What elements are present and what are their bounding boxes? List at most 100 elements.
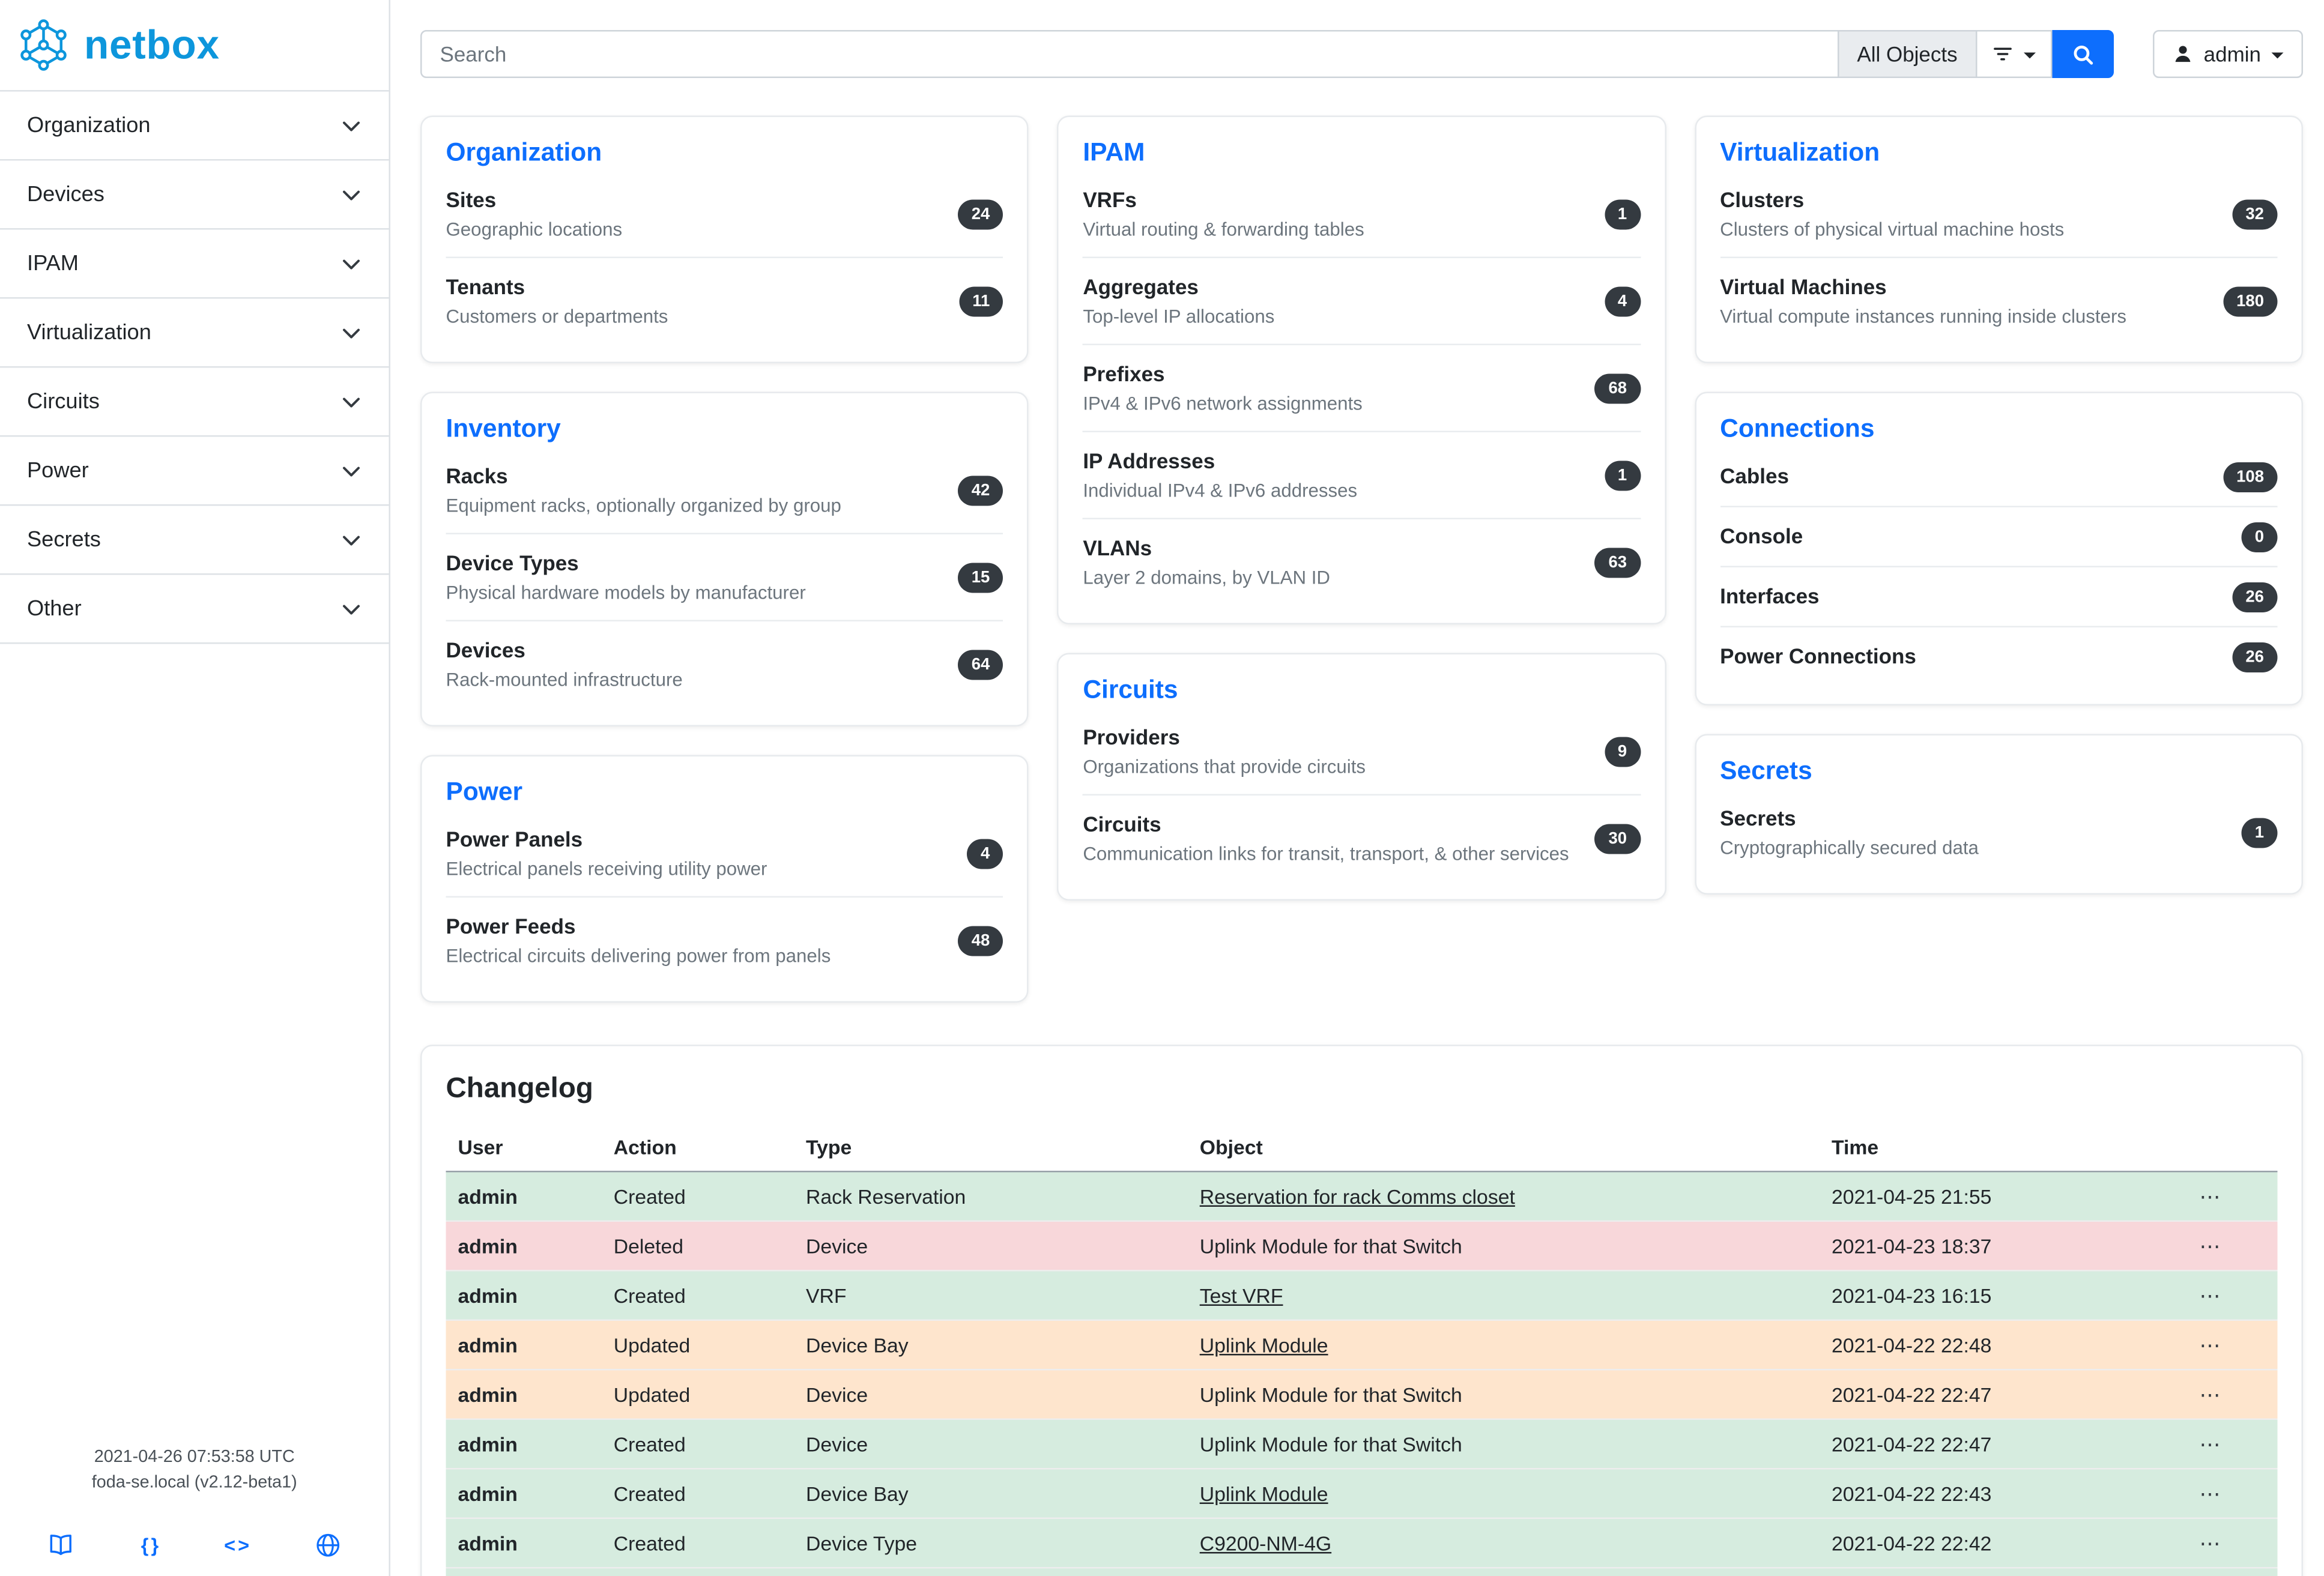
sidebar-item-power[interactable]: Power — [0, 437, 389, 506]
card-item-link[interactable]: Circuits — [1083, 812, 1161, 836]
card-item-link[interactable]: Clusters — [1720, 188, 1804, 212]
card-item: Secrets Cryptographically secured data 1 — [1720, 790, 2277, 875]
card-item-link[interactable]: Aggregates — [1083, 275, 1199, 299]
changelog-row-actions[interactable]: ⋯ — [2167, 1270, 2277, 1320]
count-badge[interactable]: 26 — [2232, 582, 2278, 612]
sidebar-item-label: IPAM — [27, 252, 79, 276]
count-badge[interactable]: 48 — [958, 925, 1003, 955]
sidebar-item-virtualization[interactable]: Virtualization — [0, 299, 389, 368]
changelog-object-link[interactable]: Test VRF — [1200, 1284, 1283, 1307]
object-type-button[interactable]: All Objects — [1839, 30, 1977, 78]
count-badge[interactable]: 30 — [1595, 823, 1641, 853]
sidebar-item-label: Devices — [27, 183, 104, 207]
card-item: Prefixes IPv4 & IPv6 network assignments… — [1083, 344, 1640, 431]
server-timestamp: 2021-04-26 07:53:58 UTC — [0, 1445, 389, 1470]
changelog-row-actions[interactable]: ⋯ — [2167, 1320, 2277, 1370]
changelog-column-object: Object — [1188, 1125, 1820, 1172]
changelog-row-actions[interactable]: ⋯ — [2167, 1221, 2277, 1271]
card-item-link[interactable]: Secrets — [1720, 806, 1796, 830]
user-menu-button[interactable]: admin — [2153, 30, 2303, 78]
search-submit-button[interactable] — [2052, 30, 2114, 78]
changelog-row-actions[interactable]: ⋯ — [2167, 1369, 2277, 1419]
count-badge[interactable]: 9 — [1604, 736, 1640, 766]
count-badge[interactable]: 42 — [958, 475, 1003, 505]
changelog-row: admin Created Rack Reservation Reservati… — [446, 1171, 2278, 1221]
count-badge[interactable]: 11 — [959, 286, 1003, 316]
card-item-link[interactable]: Device Types — [446, 551, 579, 575]
code-brackets-icon[interactable]: < > — [224, 1534, 247, 1557]
sidebar-item-ipam[interactable]: IPAM — [0, 230, 389, 299]
card-item-link[interactable]: Console — [1720, 523, 1803, 547]
card-item-link[interactable]: Virtual Machines — [1720, 275, 1887, 299]
card-item-link[interactable]: Cables — [1720, 463, 1789, 487]
card-title: Organization — [446, 138, 1003, 168]
changelog-type-cell: Device Bay — [794, 1469, 1188, 1518]
count-badge[interactable]: 180 — [2223, 286, 2278, 316]
card-item-description: IPv4 & IPv6 network assignments — [1083, 393, 1363, 414]
changelog-row-actions[interactable]: ⋯ — [2167, 1469, 2277, 1518]
count-badge[interactable]: 24 — [958, 199, 1003, 229]
card-item-link[interactable]: VLANs — [1083, 536, 1152, 560]
card-item-link[interactable]: Interfaces — [1720, 583, 1819, 607]
card-item-link[interactable]: Sites — [446, 188, 497, 212]
card-item-link[interactable]: Power Connections — [1720, 643, 1916, 667]
card-title: Connections — [1720, 414, 2277, 444]
card-item-link[interactable]: Power Panels — [446, 827, 583, 851]
card-item-description: Virtual compute instances running inside… — [1720, 306, 2126, 327]
chevron-down-icon — [341, 322, 362, 343]
count-badge[interactable]: 26 — [2232, 642, 2278, 672]
card-item-description: Equipment racks, optionally organized by… — [446, 495, 841, 516]
sidebar-item-other[interactable]: Other — [0, 575, 389, 644]
count-badge[interactable]: 4 — [967, 838, 1003, 868]
card-item-link[interactable]: Prefixes — [1083, 362, 1164, 386]
sidebar-item-secrets[interactable]: Secrets — [0, 506, 389, 575]
card-item-link[interactable]: VRFs — [1083, 188, 1136, 212]
count-badge[interactable]: 1 — [1604, 199, 1640, 229]
changelog-object-link[interactable]: Uplink Module — [1200, 1333, 1328, 1356]
card-item-link[interactable]: Power Feeds — [446, 914, 576, 938]
count-badge[interactable]: 64 — [958, 649, 1003, 679]
search-input[interactable] — [420, 30, 1839, 78]
card-item-description: Electrical panels receiving utility powe… — [446, 859, 767, 880]
changelog-object-link[interactable]: Uplink Module — [1200, 1482, 1328, 1505]
sidebar-item-devices[interactable]: Devices — [0, 161, 389, 230]
main-content: All Objects — [390, 0, 2324, 1576]
card-items: Cables 108 Console 0 Interfaces 26 Power… — [1720, 447, 2277, 686]
docs-book-icon[interactable] — [49, 1533, 74, 1559]
card-item-link[interactable]: IP Addresses — [1083, 449, 1215, 473]
chevron-down-icon — [341, 115, 362, 136]
filter-button[interactable] — [1977, 30, 2052, 78]
changelog-type-cell: VRF — [794, 1270, 1188, 1320]
count-badge[interactable]: 68 — [1595, 373, 1641, 403]
card-item-link[interactable]: Tenants — [446, 275, 525, 299]
chevron-down-icon — [341, 391, 362, 412]
changelog-object-link[interactable]: Reservation for rack Comms closet — [1200, 1185, 1515, 1208]
sidebar-item-circuits[interactable]: Circuits — [0, 368, 389, 437]
count-badge[interactable]: 1 — [2241, 817, 2277, 847]
count-badge[interactable]: 1 — [1604, 460, 1640, 490]
changelog-row: admin Created Device Uplink Module for t… — [446, 1419, 2278, 1469]
card-item-link[interactable]: Providers — [1083, 725, 1179, 749]
globe-icon[interactable] — [315, 1533, 340, 1559]
changelog-row-actions[interactable]: ⋯ — [2167, 1171, 2277, 1221]
count-badge[interactable]: 63 — [1595, 547, 1641, 577]
card-item-link[interactable]: Racks — [446, 464, 508, 488]
changelog-object-link[interactable]: C9200-NM-4G — [1200, 1532, 1331, 1554]
count-badge[interactable]: 108 — [2223, 462, 2278, 492]
changelog-row-actions[interactable]: ⋯ — [2167, 1568, 2277, 1576]
count-badge[interactable]: 4 — [1604, 286, 1640, 316]
changelog-row-actions[interactable]: ⋯ — [2167, 1419, 2277, 1469]
changelog-user-cell: admin — [446, 1568, 602, 1576]
changelog-object-cell: Uplink Module — [1188, 1568, 1820, 1576]
count-badge[interactable]: 15 — [958, 562, 1003, 592]
netbox-logo[interactable]: netbox — [0, 0, 389, 90]
count-badge[interactable]: 0 — [2241, 522, 2277, 552]
sidebar-item-organization[interactable]: Organization — [0, 92, 389, 161]
changelog-time-cell: 2021-04-22 22:47 — [1820, 1419, 2167, 1469]
card-item: Virtual Machines Virtual compute instanc… — [1720, 257, 2277, 344]
card-item-link[interactable]: Devices — [446, 638, 525, 662]
changelog-row-actions[interactable]: ⋯ — [2167, 1518, 2277, 1568]
count-badge[interactable]: 32 — [2232, 199, 2278, 229]
changelog-object-cell: Uplink Module for that Switch — [1188, 1369, 1820, 1419]
rest-api-braces-icon[interactable]: { } — [141, 1534, 157, 1557]
